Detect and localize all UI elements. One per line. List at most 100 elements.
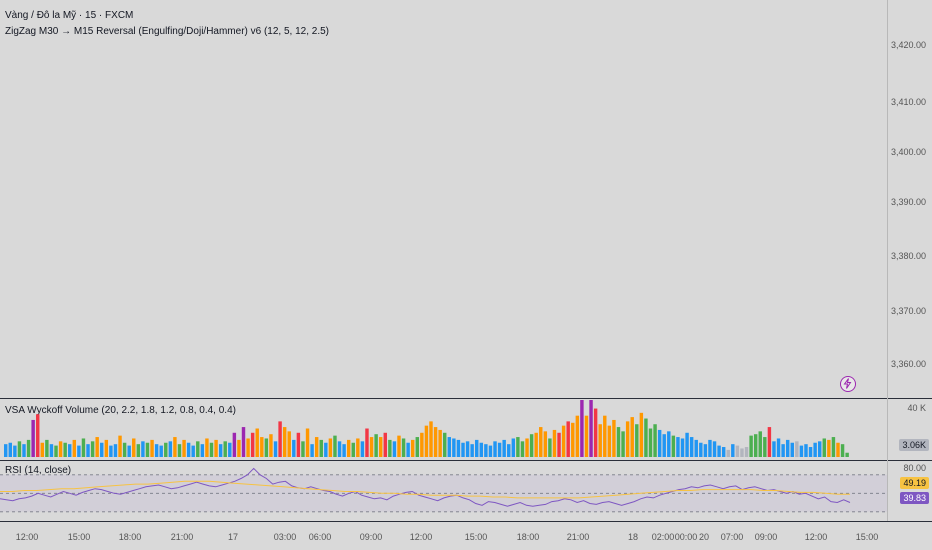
volume-bar: [653, 424, 657, 457]
pane-separator[interactable]: [0, 398, 932, 399]
volume-bar: [310, 444, 314, 457]
price-tick: 3,410.00: [890, 97, 926, 107]
volume-bar: [278, 421, 282, 458]
indicator-title[interactable]: ZigZag M30 → M15 Reversal (Engulfing/Doj…: [5, 26, 330, 37]
volume-bar: [561, 425, 566, 457]
volume-bar: [580, 400, 584, 457]
volume-bar: [635, 424, 639, 457]
volume-bar: [484, 444, 488, 457]
volume-bar: [141, 441, 145, 458]
volume-bar: [744, 447, 749, 457]
symbol-title[interactable]: Vàng / Đô la Mỹ · 15 · FXCM: [5, 10, 134, 21]
volume-bar: [410, 439, 415, 457]
volume-bar: [630, 417, 634, 457]
volume-bar: [529, 434, 534, 457]
volume-bar: [397, 435, 401, 458]
volume-bar: [145, 442, 150, 457]
rsi-series-rsi: [0, 467, 851, 507]
volume-bar: [282, 427, 287, 457]
volume-bar: [817, 441, 822, 458]
rsi-ma-badge: 49.19: [900, 477, 929, 489]
volume-bar: [264, 438, 269, 457]
volume-bar: [292, 439, 296, 457]
volume-bar: [475, 439, 479, 457]
volume-bar: [822, 438, 826, 457]
volume-bar: [790, 442, 794, 457]
volume-bar: [342, 444, 346, 457]
volume-bar: [232, 432, 237, 457]
price-chart-pane[interactable]: Vàng / Đô la Mỹ · 15 · FXCM ZigZag M30 →…: [0, 0, 932, 398]
volume-bar: [795, 441, 799, 458]
volume-title[interactable]: VSA Wyckoff Volume (20, 2.2, 1.8, 1.2, 0…: [5, 405, 236, 416]
volume-bar: [186, 442, 191, 457]
time-axis[interactable]: 12:00 15:00 18:00 21:00 17 03:00 06:00 09:00 12:…: [0, 522, 932, 550]
volume-bar: [406, 442, 410, 457]
time-tick: 15:00: [855, 532, 879, 542]
time-tick: 12:00: [409, 532, 433, 542]
volume-bar: [314, 437, 319, 457]
volume-bar: [731, 444, 735, 457]
volume-bar: [246, 438, 250, 457]
volume-bar: [209, 442, 214, 457]
volume-bar: [31, 419, 35, 457]
volume-bar: [639, 412, 644, 457]
volume-bar: [168, 441, 173, 458]
volume-bar: [95, 437, 99, 457]
time-tick: 18:00: [516, 532, 540, 542]
volume-bar: [58, 441, 63, 458]
volume-bar: [589, 400, 593, 457]
volume-bar: [401, 438, 406, 457]
volume-bar: [708, 439, 712, 457]
volume-bar: [662, 434, 666, 457]
volume-bar: [301, 441, 305, 458]
volume-bar: [356, 438, 360, 457]
volume-bar: [575, 415, 580, 457]
volume-bar: [721, 447, 726, 457]
volume-bar: [429, 421, 433, 458]
price-tick: 3,380.00: [890, 251, 926, 261]
volume-bar: [543, 431, 548, 457]
volume-bar: [388, 439, 392, 457]
volume-bar: [360, 441, 365, 458]
volume-bar: [548, 438, 552, 457]
volume-bar: [150, 439, 154, 457]
volume-bar: [319, 439, 323, 457]
volume-bar: [726, 449, 730, 458]
volume-bar: [502, 439, 506, 457]
pane-separator[interactable]: [0, 460, 932, 461]
time-tick: 09:00: [359, 532, 383, 542]
volume-bar: [525, 438, 529, 457]
volume-bar: [644, 418, 648, 457]
volume-bar: [767, 427, 772, 457]
volume-bar: [241, 427, 246, 457]
volume-bar: [612, 419, 616, 457]
volume-bar: [753, 434, 758, 457]
volume-bar: [511, 438, 516, 457]
volume-bar: [365, 428, 369, 457]
rsi-title[interactable]: RSI (14, close): [5, 465, 72, 476]
volume-bar: [374, 434, 378, 457]
volume-bar: [54, 445, 58, 457]
volume-pane[interactable]: VSA Wyckoff Volume (20, 2.2, 1.8, 1.2, 0…: [0, 400, 932, 459]
volume-bar: [100, 442, 104, 457]
volume-bar: [90, 441, 95, 458]
price-axis[interactable]: 3,420.00 3,410.00 3,400.00 3,390.00 3,38…: [887, 0, 932, 521]
volume-bar: [566, 421, 570, 458]
rsi-lines: [0, 467, 888, 513]
price-tick: 3,370.00: [890, 306, 926, 316]
volume-bar: [351, 442, 355, 457]
rsi-pane[interactable]: RSI (14, close): [0, 461, 932, 521]
volume-bar: [438, 429, 442, 457]
volume-bar: [772, 441, 776, 458]
lightning-icon[interactable]: [840, 376, 856, 392]
volume-bar: [13, 445, 17, 457]
volume-bar: [740, 448, 744, 457]
volume-bar: [305, 428, 310, 457]
volume-bars: [4, 400, 849, 458]
volume-bar: [113, 444, 118, 457]
volume-bar: [685, 432, 689, 457]
volume-bar: [625, 421, 630, 458]
volume-bar: [598, 424, 602, 457]
rsi-value-badge: 39.83: [900, 492, 929, 504]
volume-bar: [104, 439, 109, 457]
